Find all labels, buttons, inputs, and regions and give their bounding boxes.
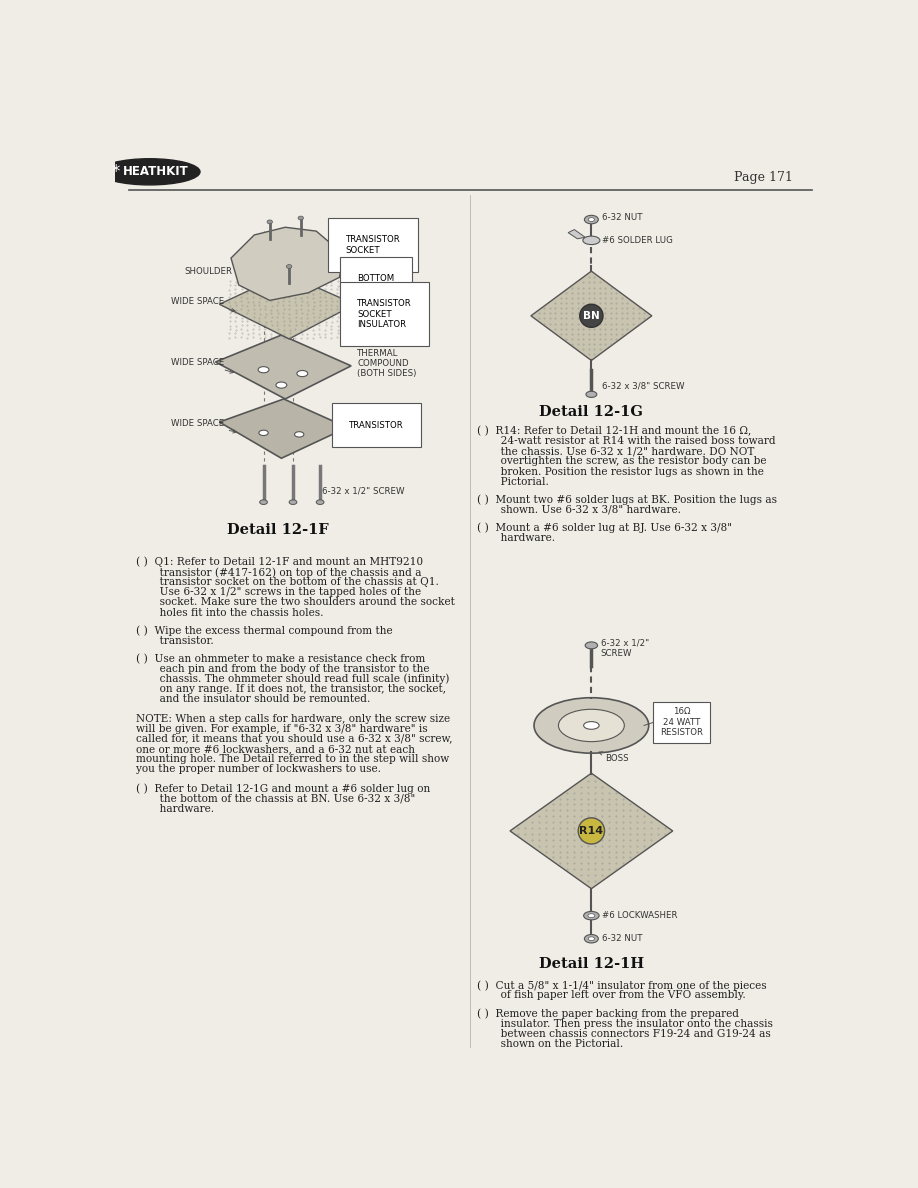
- Text: you the proper number of lockwashers to use.: you the proper number of lockwashers to …: [136, 764, 381, 775]
- Ellipse shape: [583, 236, 599, 245]
- Text: insulator. Then press the insulator onto the chassis: insulator. Then press the insulator onto…: [477, 1018, 773, 1029]
- Text: 24-watt resistor at R14 with the raised boss toward: 24-watt resistor at R14 with the raised …: [477, 436, 776, 446]
- Text: TRANSISTOR: TRANSISTOR: [349, 421, 404, 430]
- Text: HEATHKIT: HEATHKIT: [123, 165, 189, 178]
- Text: 16Ω
24 WATT
RESISTOR: 16Ω 24 WATT RESISTOR: [660, 708, 703, 738]
- Text: #6 SOLDER LUG: #6 SOLDER LUG: [602, 236, 673, 245]
- Ellipse shape: [584, 911, 599, 920]
- Ellipse shape: [316, 500, 324, 505]
- Polygon shape: [219, 273, 355, 339]
- Text: R14: R14: [579, 826, 603, 836]
- Text: 6-32 NUT: 6-32 NUT: [602, 213, 643, 222]
- Text: 6-32 NUT: 6-32 NUT: [602, 934, 643, 943]
- Ellipse shape: [267, 220, 273, 223]
- Text: NOTE: When a step calls for hardware, only the screw size: NOTE: When a step calls for hardware, on…: [136, 714, 450, 723]
- Text: each pin and from the body of the transistor to the: each pin and from the body of the transi…: [136, 664, 430, 674]
- FancyBboxPatch shape: [653, 702, 710, 744]
- Text: transistor.: transistor.: [136, 636, 213, 645]
- Text: ( )  Cut a 5/8" x 1-1/4" insulator from one of the pieces: ( ) Cut a 5/8" x 1-1/4" insulator from o…: [477, 980, 767, 991]
- Text: ( )  Remove the paper backing from the prepared: ( ) Remove the paper backing from the pr…: [477, 1009, 740, 1019]
- Polygon shape: [568, 229, 585, 239]
- Text: ( )  Mount a #6 solder lug at BJ. Use 6-32 x 3/8": ( ) Mount a #6 solder lug at BJ. Use 6-3…: [477, 523, 733, 533]
- Text: transistor socket on the bottom of the chassis at Q1.: transistor socket on the bottom of the c…: [136, 577, 439, 587]
- Text: and the insulator should be remounted.: and the insulator should be remounted.: [136, 694, 370, 704]
- Text: ( )  R14: Refer to Detail 12-1H and mount the 16 Ω,: ( ) R14: Refer to Detail 12-1H and mount…: [477, 426, 752, 436]
- Polygon shape: [231, 227, 343, 301]
- Text: ( )  Q1: Refer to Detail 12-1F and mount an MHT9210: ( ) Q1: Refer to Detail 12-1F and mount …: [136, 557, 423, 568]
- Text: BOTTOM
SIDE: BOTTOM SIDE: [357, 273, 395, 293]
- Text: WIDE SPACE: WIDE SPACE: [171, 297, 235, 312]
- Ellipse shape: [286, 265, 292, 268]
- Polygon shape: [510, 773, 673, 889]
- Ellipse shape: [297, 371, 308, 377]
- Text: shown. Use 6-32 x 3/8" hardware.: shown. Use 6-32 x 3/8" hardware.: [477, 505, 681, 514]
- Text: ( )  Refer to Detail 12-1G and mount a #6 solder lug on: ( ) Refer to Detail 12-1G and mount a #6…: [136, 784, 430, 795]
- Ellipse shape: [276, 383, 286, 388]
- Text: 6-32 x 1/2"
SCREW: 6-32 x 1/2" SCREW: [600, 639, 649, 658]
- Ellipse shape: [534, 697, 649, 753]
- Ellipse shape: [298, 216, 304, 220]
- Polygon shape: [531, 271, 652, 360]
- Text: holes fit into the chassis holes.: holes fit into the chassis holes.: [136, 607, 323, 618]
- Text: hardware.: hardware.: [136, 804, 214, 814]
- Text: Page 171: Page 171: [734, 171, 793, 184]
- Ellipse shape: [588, 937, 595, 941]
- Text: overtighten the screw, as the resistor body can be: overtighten the screw, as the resistor b…: [477, 456, 767, 467]
- Text: ( )  Mount two #6 solder lugs at BK. Position the lugs as: ( ) Mount two #6 solder lugs at BK. Posi…: [477, 494, 778, 505]
- Text: Pictorial.: Pictorial.: [477, 476, 549, 487]
- Text: SHOULDER: SHOULDER: [185, 266, 244, 276]
- Text: 6-32 x 1/2" SCREW: 6-32 x 1/2" SCREW: [322, 487, 405, 495]
- Circle shape: [578, 817, 605, 843]
- Text: called for, it means that you should use a 6-32 x 3/8" screw,: called for, it means that you should use…: [136, 734, 453, 744]
- Text: THERMAL
COMPOUND
(BOTH SIDES): THERMAL COMPOUND (BOTH SIDES): [357, 348, 417, 379]
- Text: socket. Make sure the two shoulders around the socket: socket. Make sure the two shoulders arou…: [136, 598, 454, 607]
- Ellipse shape: [585, 935, 599, 943]
- Text: mounting hole. The Detail referred to in the step will show: mounting hole. The Detail referred to in…: [136, 754, 449, 764]
- Text: on any range. If it does not, the transistor, the socket,: on any range. If it does not, the transi…: [136, 684, 445, 694]
- Text: TRANSISTOR
SOCKET
INSULATOR: TRANSISTOR SOCKET INSULATOR: [357, 299, 412, 329]
- Text: chassis. The ohmmeter should read full scale (infinity): chassis. The ohmmeter should read full s…: [136, 674, 449, 684]
- Text: between chassis connectors F19-24 and G19-24 as: between chassis connectors F19-24 and G1…: [477, 1029, 771, 1038]
- Ellipse shape: [588, 914, 595, 917]
- Text: the chassis. Use 6-32 x 1/2" hardware. DO NOT: the chassis. Use 6-32 x 1/2" hardware. D…: [477, 447, 755, 456]
- Text: Use 6-32 x 1/2" screws in the tapped holes of the: Use 6-32 x 1/2" screws in the tapped hol…: [136, 587, 420, 598]
- Text: Detail 12-1H: Detail 12-1H: [539, 958, 644, 971]
- Text: hardware.: hardware.: [477, 532, 555, 543]
- Polygon shape: [216, 335, 351, 399]
- Text: broken. Position the resistor lugs as shown in the: broken. Position the resistor lugs as sh…: [477, 467, 765, 476]
- Circle shape: [580, 304, 603, 328]
- Text: 6-32 x 3/8" SCREW: 6-32 x 3/8" SCREW: [602, 381, 685, 391]
- Text: of fish paper left over from the VFO assembly.: of fish paper left over from the VFO ass…: [477, 991, 746, 1000]
- Text: one or more #6 lockwashers, and a 6-32 nut at each: one or more #6 lockwashers, and a 6-32 n…: [136, 744, 415, 754]
- Text: ( )  Wipe the excess thermal compound from the: ( ) Wipe the excess thermal compound fro…: [136, 626, 392, 636]
- Ellipse shape: [258, 367, 269, 373]
- Text: ( )  Use an ohmmeter to make a resistance check from: ( ) Use an ohmmeter to make a resistance…: [136, 653, 425, 664]
- Ellipse shape: [99, 159, 200, 185]
- Text: BOSS: BOSS: [599, 752, 629, 763]
- Text: #6 LOCKWASHER: #6 LOCKWASHER: [602, 911, 677, 921]
- Text: WIDE SPACE: WIDE SPACE: [171, 358, 233, 373]
- Text: will be given. For example, if "6-32 x 3/8" hardware" is: will be given. For example, if "6-32 x 3…: [136, 723, 427, 734]
- Text: shown on the Pictorial.: shown on the Pictorial.: [477, 1038, 623, 1049]
- Ellipse shape: [584, 721, 599, 729]
- Ellipse shape: [585, 215, 599, 223]
- Text: WIDE SPACE: WIDE SPACE: [171, 419, 237, 432]
- Ellipse shape: [295, 431, 304, 437]
- Polygon shape: [219, 399, 347, 459]
- Text: transistor (#417-162) on top of the chassis and a: transistor (#417-162) on top of the chas…: [136, 567, 421, 577]
- Text: Detail 12-1G: Detail 12-1G: [540, 405, 644, 419]
- Text: Detail 12-1F: Detail 12-1F: [227, 523, 329, 537]
- Text: *: *: [111, 163, 119, 181]
- Text: TRANSISTOR
SOCKET: TRANSISTOR SOCKET: [346, 235, 400, 254]
- Ellipse shape: [259, 430, 268, 436]
- Ellipse shape: [558, 709, 624, 741]
- Ellipse shape: [289, 500, 297, 505]
- Text: BN: BN: [583, 311, 599, 321]
- Text: the bottom of the chassis at BN. Use 6-32 x 3/8": the bottom of the chassis at BN. Use 6-3…: [136, 794, 415, 804]
- Ellipse shape: [260, 500, 267, 505]
- Ellipse shape: [588, 217, 595, 221]
- Ellipse shape: [585, 642, 598, 649]
- Ellipse shape: [586, 391, 597, 398]
